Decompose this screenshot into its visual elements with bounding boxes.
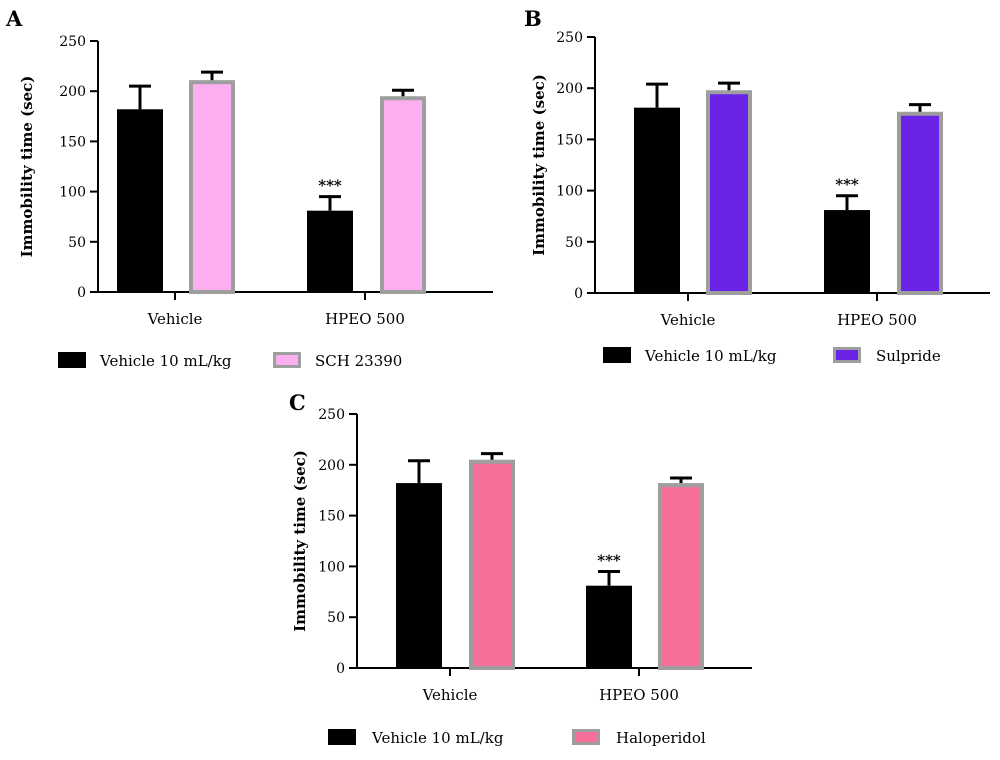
- panel-b: B 0 50 100 150 200 250 Immobility time (sec) Ve…: [524, 6, 990, 365]
- panel-b-y-tick-label: 50: [565, 235, 583, 251]
- panel-a-bar: [117, 109, 163, 292]
- panel-b-x-tick-label: Vehicle: [660, 311, 716, 329]
- panel-a-letter: A: [5, 6, 23, 31]
- panel-b-bar: [634, 107, 680, 293]
- panel-c-chart: 0 50 100 150 200 250 Immobility time (sec) Vehi…: [291, 407, 752, 747]
- panel-b-legend-swatch: [603, 347, 631, 363]
- panel-c-y-tick-label: 200: [318, 458, 345, 474]
- panel-a-y-axis-label: Immobility time (sec): [18, 76, 36, 258]
- panel-a-y-tick-label: 0: [77, 285, 86, 301]
- panel-b-letter: B: [524, 6, 542, 31]
- panel-b-bar: [824, 210, 870, 293]
- panel-b-bar: [706, 90, 752, 295]
- panel-c-legend-swatch: [328, 729, 356, 745]
- panel-a: A 0 50 100 150 200 250 Immobility time (sec) Ve…: [5, 6, 493, 370]
- panel-a-y-tick-label: 150: [59, 134, 86, 150]
- panel-a-y-tick-label: 50: [68, 235, 86, 251]
- panel-c-y-tick-label: 0: [336, 661, 345, 677]
- panel-a-legend-label: Vehicle 10 mL/kg: [99, 352, 232, 370]
- panel-a-legend-swatch: [273, 352, 301, 368]
- panel-a-chart: 0 50 100 150 200 250 Immobility time (sec) Vehi…: [18, 34, 493, 370]
- panel-b-legend-swatch: [833, 347, 861, 363]
- panel-c-y-tick-label: 250: [318, 407, 345, 423]
- panel-b-y-tick-label: 100: [556, 184, 583, 200]
- panel-c-significance-label: ***: [597, 551, 621, 569]
- panel-c-bar: [469, 459, 515, 670]
- panel-a-y-tick-label: 250: [59, 34, 86, 50]
- panel-a-y-tick-label: 100: [59, 185, 86, 201]
- panel-b-y-tick-label: 250: [556, 30, 583, 46]
- panel-c-letter: C: [289, 390, 306, 415]
- panel-b-y-tick-label: 0: [574, 286, 583, 302]
- panel-a-legend-swatch: [58, 352, 86, 368]
- panel-c-x-tick-label: HPEO 500: [599, 686, 679, 704]
- panel-a-significance-label: ***: [318, 177, 342, 195]
- panel-c-legend-label: Vehicle 10 mL/kg: [371, 729, 504, 747]
- panel-a-bar: [189, 80, 235, 294]
- panel-c-bar: [658, 483, 704, 671]
- panel-b-y-tick-label: 200: [556, 81, 583, 97]
- panel-b-y-tick-label: 150: [556, 132, 583, 148]
- panel-a-legend-label: SCH 23390: [315, 352, 402, 370]
- panel-c-y-tick-label: 50: [327, 610, 345, 626]
- panel-c-x-tick-label: Vehicle: [422, 686, 478, 704]
- panel-c-legend-swatch: [572, 729, 600, 745]
- panel-b-bar: [897, 111, 943, 295]
- panel-c-bar: [396, 483, 442, 668]
- panel-a-bar: [380, 96, 426, 294]
- panel-b-legend-label: Vehicle 10 mL/kg: [644, 347, 777, 365]
- panel-a-x-tick-label: HPEO 500: [325, 310, 405, 328]
- panel-c-y-axis-label: Immobility time (sec): [291, 450, 309, 632]
- panel-c-legend-label: Haloperidol: [616, 729, 706, 747]
- panel-c-bar: [586, 585, 632, 668]
- panel-b-legend-label: Sulpride: [876, 347, 941, 365]
- panel-b-x-tick-label: HPEO 500: [837, 311, 917, 329]
- panel-b-significance-label: ***: [835, 176, 859, 194]
- panel-b-y-axis-label: Immobility time (sec): [530, 74, 548, 256]
- panel-a-bar: [307, 210, 353, 292]
- panel-b-chart: 0 50 100 150 200 250 Immobility time (sec) Vehi…: [530, 30, 990, 365]
- panel-c-y-tick-label: 150: [318, 509, 345, 525]
- panel-a-y-tick-label: 200: [59, 84, 86, 100]
- panel-c-y-tick-label: 100: [318, 559, 345, 575]
- panel-a-x-tick-label: Vehicle: [147, 310, 203, 328]
- panel-c: C 0 50 100 150 200 250 Immobility time (sec) Ve…: [289, 390, 752, 747]
